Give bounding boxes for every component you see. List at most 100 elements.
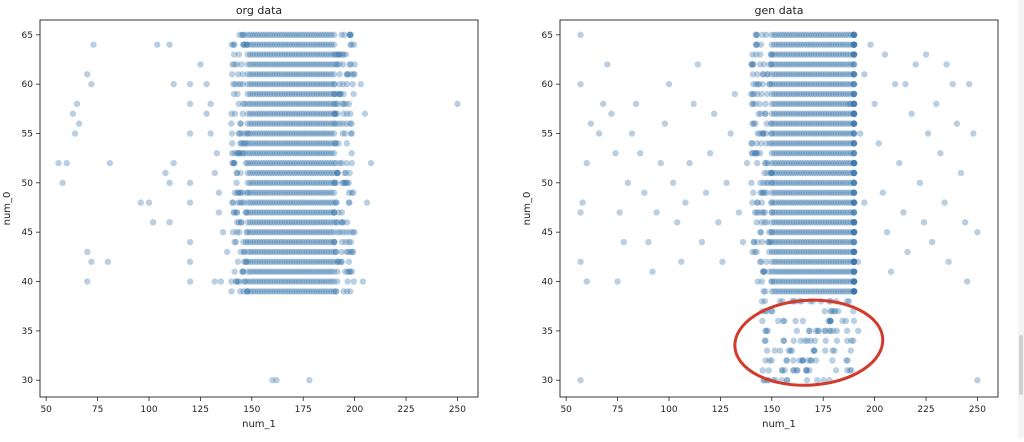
data-point [338,258,345,265]
data-point [359,278,367,285]
data-point [822,199,830,206]
data-point [803,278,810,285]
data-point [341,179,348,187]
data-point [241,130,249,137]
data-point [798,41,805,48]
data-point [330,51,338,58]
data-point [793,209,800,216]
chart-title: gen data [755,4,804,17]
data-point [251,100,259,108]
data-point [810,228,817,236]
data-point [810,268,817,275]
data-point [850,51,858,58]
data-point [686,159,693,167]
data-point [780,337,788,344]
data-point [813,268,820,275]
data-point [790,219,798,226]
data-point [842,248,850,256]
data-point [346,199,353,206]
data-point [612,150,619,157]
data-point [349,80,356,88]
data-point [842,258,850,265]
data-point [797,337,804,344]
data-point [330,71,338,78]
data-point [348,159,356,167]
data-point [804,337,811,344]
data-point [850,219,858,226]
data-point [827,41,835,48]
data-point [657,159,664,167]
scrollbar-track[interactable] [1018,0,1024,438]
data-point [264,169,271,177]
data-point [850,337,857,344]
data-point [249,169,256,177]
scrollbar-thumb[interactable] [1019,335,1023,395]
data-point [781,367,788,374]
data-point [795,140,803,147]
data-point [785,179,793,187]
data-point [325,258,333,265]
data-point [795,238,803,246]
data-point [850,209,857,216]
data-point [773,209,780,216]
data-point [345,199,353,206]
data-point [793,179,800,187]
data-point [778,71,785,78]
data-point [790,110,798,117]
data-point [340,228,347,236]
data-point [281,31,288,39]
data-point [805,228,813,236]
data-point [793,219,800,226]
data-point [820,377,827,384]
data-point [817,130,825,137]
data-point [286,51,293,58]
data-point [340,219,347,226]
data-point [850,189,858,196]
data-point [832,288,840,295]
data-point [286,268,293,275]
data-point [281,140,288,147]
data-point [785,248,793,256]
data-point [328,90,335,98]
data-point [827,90,835,98]
data-point [798,228,805,236]
data-point [835,179,842,187]
data-point [55,159,62,167]
data-point [244,71,251,78]
data-point [325,120,333,127]
data-point [249,120,256,127]
data-point [840,120,847,127]
data-point [847,189,854,196]
data-point [805,209,813,216]
data-point [303,159,311,167]
data-point [320,258,328,265]
data-point [323,31,330,39]
data-point [808,80,815,88]
data-point [763,189,770,196]
data-point [758,199,766,206]
data-point [835,228,842,236]
data-point [349,248,356,256]
data-point [325,61,333,68]
data-point [244,169,251,177]
data-point [793,367,801,374]
data-point [835,278,842,285]
data-point [616,209,623,216]
data-point [756,100,763,108]
data-point [832,31,840,39]
data-point [271,80,279,88]
data-point [847,159,854,167]
data-point [763,219,770,226]
data-point [325,80,333,88]
data-point [773,41,780,48]
data-point [341,31,348,39]
data-point [825,238,832,246]
data-point [283,120,291,127]
data-point [336,90,343,98]
data-point [281,228,288,236]
data-point [599,100,607,108]
data-point [279,31,286,39]
data-point [308,71,316,78]
data-point [800,110,808,117]
data-point [249,150,256,157]
